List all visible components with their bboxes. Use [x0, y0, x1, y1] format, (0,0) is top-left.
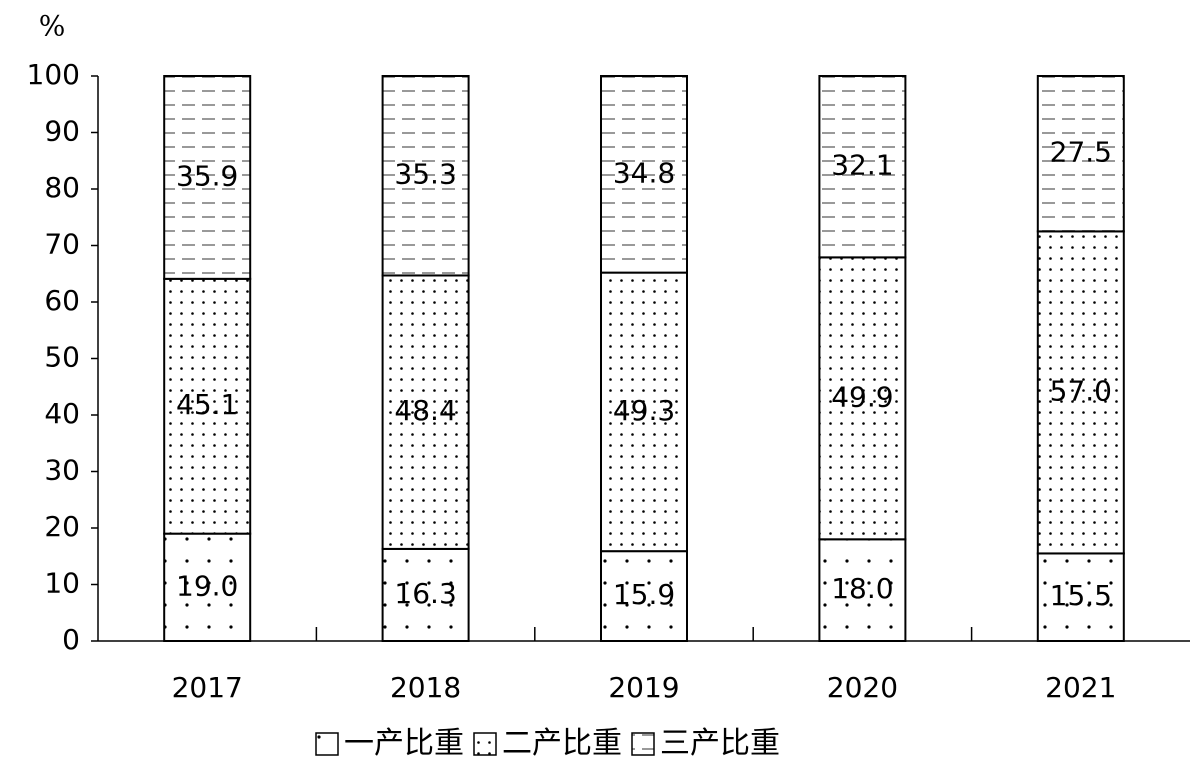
bar-segment — [1036, 552, 1125, 642]
value-label: 35.3 — [394, 158, 456, 191]
value-label: 19.0 — [176, 569, 238, 602]
x-tick-label: 2017 — [172, 671, 243, 704]
x-tick-label: 2021 — [1045, 671, 1116, 704]
legend-label: 一产比重 — [344, 726, 464, 761]
value-label: 16.3 — [394, 577, 456, 610]
value-label: 27.5 — [1050, 136, 1112, 169]
bar-segment — [381, 75, 470, 277]
value-label: 49.9 — [831, 380, 893, 413]
y-tick-label: 70 — [44, 228, 80, 261]
y-tick-label: 90 — [44, 115, 80, 148]
value-label: 45.1 — [176, 388, 238, 421]
bar-segment — [163, 277, 252, 535]
y-tick-label: 0 — [62, 623, 80, 656]
value-label: 35.9 — [176, 159, 238, 192]
x-tick-label: 2020 — [827, 671, 898, 704]
bar-segment — [818, 538, 907, 642]
x-tick-label: 2019 — [608, 671, 679, 704]
y-tick-label: 60 — [44, 284, 80, 317]
bar-segment — [600, 75, 688, 274]
legend-label: 三产比重 — [660, 726, 780, 761]
legend-label: 二产比重 — [502, 726, 622, 761]
bar-segment — [818, 256, 907, 541]
bar-segment — [818, 75, 907, 259]
bar-segment — [381, 274, 470, 550]
value-label: 18.0 — [831, 572, 893, 605]
y-tick-label: 30 — [44, 454, 80, 487]
value-label: 57.0 — [1050, 374, 1112, 407]
y-tick-label: 10 — [44, 567, 80, 600]
y-tick-label: 40 — [44, 397, 80, 430]
bar-segment — [163, 532, 252, 643]
value-label: 48.4 — [394, 394, 456, 427]
legend-swatch — [473, 732, 497, 756]
legend-swatch — [315, 732, 339, 756]
bar-segment — [600, 271, 688, 553]
value-label: 49.3 — [613, 394, 675, 427]
bar-segment — [381, 547, 470, 643]
y-tick-label: 80 — [44, 171, 80, 204]
legend-swatch — [631, 732, 655, 756]
value-label: 15.5 — [1050, 579, 1112, 612]
bar-segment — [1036, 75, 1125, 233]
x-tick-label: 2018 — [390, 671, 461, 704]
y-axis-label: % — [39, 10, 66, 43]
y-tick-label: 50 — [44, 341, 80, 374]
value-label: 32.1 — [831, 149, 893, 182]
value-label: 15.9 — [613, 578, 675, 611]
bar-segment — [163, 75, 252, 280]
value-label: 34.8 — [613, 156, 675, 189]
y-tick-label: 20 — [44, 510, 80, 543]
y-tick-label: 100 — [27, 58, 80, 91]
